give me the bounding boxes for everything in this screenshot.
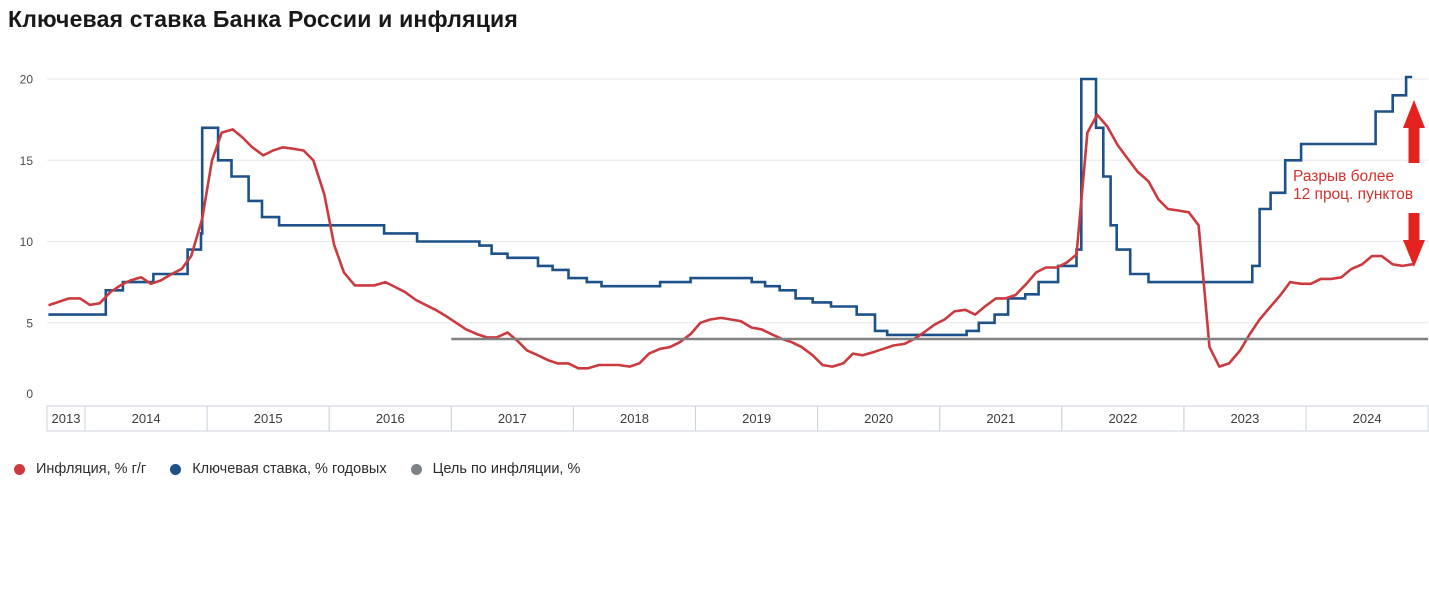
legend-label-key-rate: Ключевая ставка, % годовых: [192, 461, 387, 477]
key-rate-dot-icon: [170, 463, 182, 475]
year-label: 2017: [498, 411, 527, 426]
legend: Инфляция, % г/г Ключевая ставка, % годов…: [14, 461, 580, 477]
inflation-dot-icon: [14, 463, 25, 475]
legend-label-inflation: Инфляция, % г/г: [36, 461, 147, 477]
year-label: 2023: [1230, 411, 1259, 426]
year-cell: [1305, 405, 1429, 432]
year-label: 2014: [132, 411, 161, 426]
year-label: 2016: [376, 411, 405, 426]
y-axis-tick-label: 0: [26, 387, 33, 401]
gap-up-arrow-icon: [1403, 100, 1425, 163]
year-label: 2019: [742, 411, 771, 426]
y-axis-tick-label: 20: [20, 73, 34, 87]
year-label: 2013: [52, 411, 81, 426]
gap-annotation-line2: 12 проц. пунктов: [1293, 186, 1413, 203]
legend-label-target: Цель по инфляции, %: [432, 461, 581, 477]
chart-title: Ключевая ставка Банка России и инфляция: [8, 6, 518, 32]
year-label: 2018: [620, 411, 649, 426]
y-axis-tick-label: 5: [26, 316, 33, 330]
legend-item-inflation: Инфляция, % г/г: [14, 461, 146, 477]
inflation-line: [48, 113, 1414, 370]
year-label: 2021: [986, 411, 1015, 426]
gap-annotation-line1: Разрыв более: [1293, 168, 1394, 185]
year-label: 2015: [254, 411, 283, 426]
target-dot-icon: [410, 463, 422, 475]
year-label: 2024: [1353, 411, 1382, 426]
legend-item-target: Цель по инфляции, %: [410, 461, 581, 477]
y-axis-tick-label: 15: [20, 154, 34, 168]
key-rate-step-line: [48, 75, 1413, 337]
year-label: 2022: [1108, 411, 1137, 426]
y-axis-tick-label: 10: [20, 235, 34, 249]
gap-down-arrow-icon: [1403, 213, 1425, 267]
legend-item-key-rate: Ключевая ставка, % годовых: [170, 461, 387, 477]
year-label: 2020: [864, 411, 893, 426]
